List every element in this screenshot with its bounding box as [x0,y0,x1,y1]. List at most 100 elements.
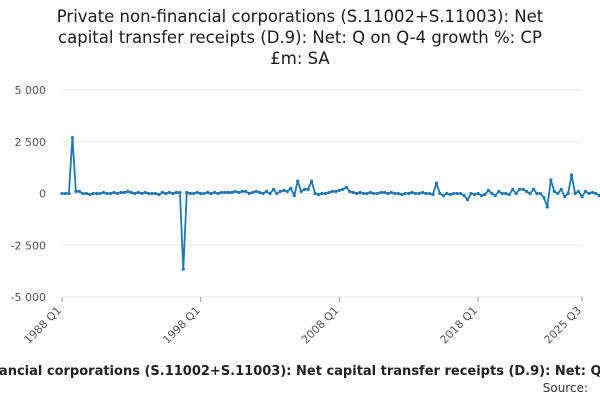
data-point [389,190,393,195]
data-point [296,179,300,183]
data-point [434,181,438,185]
data-point [102,190,106,195]
data-point [420,190,425,195]
data-point [313,191,317,196]
chart-title-line-1: Private non-financial corporations (S.11… [56,7,544,26]
data-point [466,198,470,202]
data-point [206,190,210,195]
data-point [493,194,497,198]
data-point [490,191,494,196]
data-point [566,191,570,196]
data-point [334,189,338,193]
data-point [185,190,189,195]
data-point [431,192,435,197]
data-point [292,194,296,198]
data-point [500,191,504,196]
data-point [133,191,137,196]
data-point [67,191,71,196]
data-point [375,191,380,196]
data-point [223,190,227,195]
data-point [344,185,348,189]
source-label: Source: [542,381,588,395]
data-point [237,190,241,195]
data-point [212,190,217,195]
data-point [251,190,255,195]
data-point [258,190,262,195]
y-tick-label: 5 000 [15,84,47,97]
data-point [511,187,515,191]
data-point [261,191,265,196]
chart-title: Private non-financial corporations (S.11… [0,6,600,69]
data-point [417,191,421,196]
data-point [479,194,484,198]
data-point [459,191,463,196]
data-point [282,188,286,192]
data-point [556,191,560,196]
y-tick-label: -2 500 [11,239,46,252]
data-point [74,189,78,193]
data-point [542,196,546,200]
data-point [504,191,508,196]
data-point [140,191,144,196]
data-point [514,191,518,196]
data-point [424,191,428,196]
data-point [414,191,418,196]
y-tick-label: 2 500 [15,136,47,149]
data-point [594,191,598,196]
y-tick-label: -5 000 [11,291,46,304]
data-point [91,191,95,196]
data-point [160,190,165,195]
data-point [202,191,206,196]
data-point [570,173,574,177]
data-point [462,194,466,198]
data-point [549,178,553,182]
data-point [268,191,272,196]
data-point [538,191,543,196]
data-point [209,191,213,196]
y-tick-label: 0 [39,188,46,201]
data-point [590,190,595,195]
legend: Private non-financial corporations (S.11… [0,364,600,379]
data-point [576,189,581,193]
data-point [147,191,151,196]
data-point [115,191,120,196]
data-point [382,190,386,195]
data-point [320,191,324,196]
data-point [88,192,92,197]
data-point [171,191,175,196]
data-point [60,191,64,196]
data-point [154,191,158,196]
data-point [476,191,480,196]
data-point [358,190,362,195]
data-point [108,191,113,196]
data-point [507,192,511,197]
legend-label: Private non-financial corporations (S.11… [0,364,600,379]
x-tick-label: 2025 Q3 [542,304,585,347]
x-axis-ticks: 1988 Q1 1998 Q1 2008 Q1 2018 Q1 2025 Q3 [22,297,585,347]
data-point [188,191,192,196]
data-point [483,192,487,197]
data-point [455,191,459,196]
data-point [403,191,407,196]
data-point [264,189,269,193]
data-point [289,186,293,190]
data-point [559,187,563,191]
data-point [81,191,85,196]
data-point [348,189,352,193]
x-tick-label: 1998 Q1 [160,304,203,347]
data-point [178,190,182,195]
series-layer [60,136,600,271]
data-point [368,190,373,195]
data-point [244,189,248,193]
data-point [438,191,442,196]
data-point [330,189,334,193]
data-point [587,191,591,196]
data-point [84,191,88,196]
data-point [219,190,224,195]
data-point [233,189,237,193]
data-point [306,187,310,191]
data-point [379,190,383,195]
data-point [580,195,584,199]
data-point [396,191,400,196]
